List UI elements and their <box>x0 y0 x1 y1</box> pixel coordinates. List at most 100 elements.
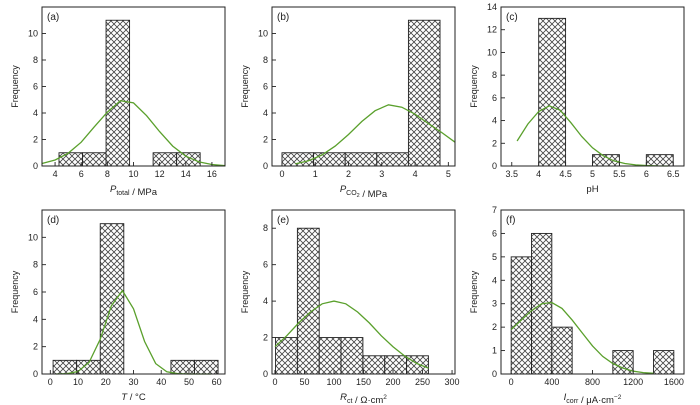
bar <box>152 152 178 167</box>
x-axis-label: T / °C <box>121 392 146 403</box>
x-tick-label: 40 <box>156 377 166 387</box>
y-tick-label: 8 <box>263 223 268 233</box>
panel-label: (c) <box>506 12 518 23</box>
normal-fit-curve <box>274 300 429 369</box>
y-axis-label: Frequency <box>469 270 479 313</box>
x-tick-label: 3.5 <box>506 169 519 179</box>
x-tick-label: 10 <box>73 377 83 387</box>
y-tick-label: 1 <box>492 346 497 356</box>
x-tick-label: 2 <box>346 169 351 179</box>
y-tick-label: 8 <box>33 55 38 65</box>
y-tick-label: 6 <box>492 228 497 238</box>
x-axis-label: Rct / Ω·cm2 <box>340 392 387 405</box>
chart-panel-6: 0 400 800 1200 1600 0 1 2 3 4 5 6 7 (f) Frequency Icorr… <box>469 205 685 405</box>
y-tick-label: 4 <box>263 296 268 306</box>
y-tick-label: 4 <box>33 314 38 324</box>
y-tick-label: 4 <box>263 108 268 118</box>
x-tick-label: 1 <box>313 169 318 179</box>
x-axis-label: PCO2 / MPa <box>340 184 388 200</box>
chart-panel-3: 3.5 4 4.5 5 5.5 6 6.5 0 2 4 6 8 10 12 14 (c) Frequency pH <box>469 2 685 195</box>
panel-label: (f) <box>506 215 515 226</box>
y-tick-label: 8 <box>492 70 497 80</box>
chart-panel-5: 0 50 100 150 200 250 300 0 2 4 6 8 (e) Frequency Rct /… <box>240 209 460 405</box>
y-tick-label: 10 <box>28 29 38 39</box>
bar <box>313 152 346 167</box>
normal-fit-curve <box>516 105 668 167</box>
y-tick-label: 0 <box>33 369 38 379</box>
x-tick-label: 3 <box>379 169 384 179</box>
x-axis-label: Ptotal / MPa <box>110 184 158 198</box>
x-tick-label: 8 <box>105 169 110 179</box>
y-tick-label: 4 <box>33 108 38 118</box>
x-tick-label: 50 <box>299 377 309 387</box>
x-tick-label: 0 <box>279 169 284 179</box>
y-tick-label: 7 <box>492 205 497 215</box>
y-tick-label: 4 <box>492 275 497 285</box>
bar <box>538 17 567 167</box>
bar <box>296 227 320 375</box>
y-tick-label: 2 <box>263 135 268 145</box>
y-tick-label: 2 <box>492 322 497 332</box>
normal-fit-curve <box>295 104 456 165</box>
y-tick-label: 8 <box>33 260 38 270</box>
y-tick-label: 2 <box>492 138 497 148</box>
x-tick-label: 16 <box>207 169 217 179</box>
bar <box>58 152 83 167</box>
x-tick-label: 30 <box>128 377 138 387</box>
normal-fit-curve <box>510 301 654 374</box>
axes-frame <box>41 6 226 167</box>
y-tick-label: 0 <box>263 369 268 379</box>
x-axis-label: Icorr / μA·cm−2 <box>564 392 622 405</box>
axes-frame <box>500 6 685 167</box>
x-tick-label: 150 <box>356 377 371 387</box>
bar <box>176 152 201 167</box>
x-tick-label: 4.5 <box>559 169 572 179</box>
y-tick-label: 4 <box>492 116 497 126</box>
y-tick-label: 0 <box>492 161 497 171</box>
y-tick-label: 3 <box>492 299 497 309</box>
x-tick-label: 0 <box>509 377 514 387</box>
x-tick-label: 300 <box>445 377 460 387</box>
bar <box>99 223 125 375</box>
bar <box>82 152 107 167</box>
bar <box>340 337 364 375</box>
bar <box>194 359 219 375</box>
bar <box>318 337 342 375</box>
y-axis-label: Frequency <box>10 65 20 108</box>
panel-label: (a) <box>47 12 59 23</box>
y-tick-label: 10 <box>258 29 268 39</box>
bar <box>170 359 195 375</box>
x-tick-label: 20 <box>101 377 111 387</box>
y-axis-label: Frequency <box>240 270 250 313</box>
normal-fit-curve <box>41 100 226 167</box>
bar <box>510 256 532 375</box>
y-tick-label: 6 <box>492 93 497 103</box>
y-tick-label: 10 <box>28 232 38 242</box>
x-tick-label: 100 <box>326 377 341 387</box>
x-tick-label: 5 <box>446 169 451 179</box>
x-tick-label: 10 <box>128 169 138 179</box>
x-tick-label: 60 <box>212 377 222 387</box>
y-tick-label: 6 <box>33 287 38 297</box>
bar <box>384 355 408 375</box>
y-tick-label: 8 <box>263 55 268 65</box>
bar <box>653 350 675 375</box>
chart-panel-2: 0 1 2 3 4 5 0 2 4 6 8 10 (b) Frequency PCO2 / MPa <box>240 6 456 200</box>
x-tick-label: 6.5 <box>667 169 680 179</box>
y-tick-label: 0 <box>33 161 38 171</box>
y-tick-label: 10 <box>487 47 497 57</box>
y-tick-label: 14 <box>487 2 497 12</box>
chart-panel-1: 4 6 8 10 12 14 16 0 2 4 6 8 10 (a) Frequency Ptotal / M… <box>10 6 226 198</box>
x-tick-label: 12 <box>155 169 165 179</box>
x-tick-label: 14 <box>181 169 191 179</box>
x-tick-label: 0 <box>48 377 53 387</box>
chart-panel-4: 0 10 20 30 40 50 60 0 2 4 6 8 10 (d) Frequency T / °C <box>10 209 226 403</box>
panel-label: (e) <box>277 215 289 226</box>
y-tick-label: 2 <box>263 333 268 343</box>
x-tick-label: 1600 <box>664 377 684 387</box>
bar <box>281 152 315 167</box>
y-tick-label: 12 <box>487 25 497 35</box>
x-tick-label: 5 <box>590 169 595 179</box>
y-tick-label: 0 <box>263 161 268 171</box>
axes-frame <box>41 209 226 375</box>
